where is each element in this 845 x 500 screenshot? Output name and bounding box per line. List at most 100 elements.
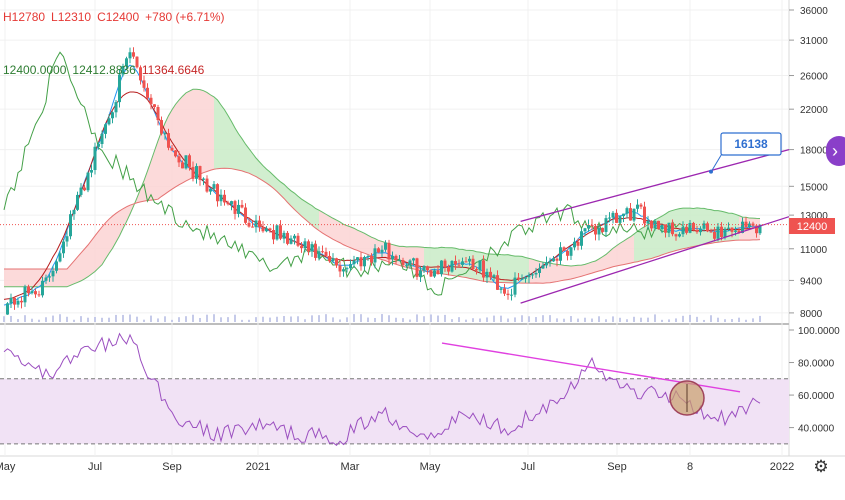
candle-body	[83, 187, 86, 191]
kumo-segment	[60, 268, 64, 287]
candle-body	[433, 270, 436, 277]
candle-body	[128, 52, 132, 59]
kumo-segment	[333, 218, 337, 242]
kumo-segment	[357, 230, 361, 252]
kumo-segment	[287, 187, 291, 207]
price-tick-label: 8000	[800, 309, 823, 320]
candle-body	[727, 227, 730, 229]
candle-body	[321, 251, 324, 253]
kumo-segment	[14, 268, 18, 287]
kumo-segment	[179, 96, 183, 185]
kumo-segment	[707, 209, 711, 244]
volume-bar	[290, 316, 292, 322]
candle-body	[454, 260, 457, 265]
volume-bar	[395, 317, 397, 322]
candle-body	[356, 257, 359, 261]
kumo-segment	[119, 208, 123, 236]
ichimoku-value-2: 12412.8836	[72, 63, 136, 77]
kumo-segment	[284, 184, 288, 203]
candle-body	[573, 241, 576, 248]
kumo-segment	[546, 262, 550, 283]
kumo-segment	[662, 213, 666, 255]
chevron-right-icon[interactable]: ›	[826, 136, 845, 166]
kumo-segment	[245, 144, 249, 174]
candle-body	[503, 288, 506, 294]
candle-body	[244, 207, 247, 223]
kumo-segment	[312, 205, 316, 229]
kumo-segment	[126, 205, 130, 222]
volume-bar	[661, 319, 663, 322]
candle-body	[510, 294, 513, 296]
gear-icon[interactable]: ⚙	[813, 457, 829, 476]
candle-body	[181, 162, 184, 169]
kumo-segment	[602, 254, 606, 271]
volume-bar	[360, 314, 362, 322]
kumo-segment	[732, 213, 736, 241]
ichimoku-value-3: 11364.6646	[141, 63, 205, 77]
time-tick-label: 8	[687, 461, 693, 473]
candle-body	[723, 228, 727, 238]
candle-body	[629, 208, 632, 221]
candle-body	[685, 226, 688, 233]
kumo-segment	[11, 268, 15, 287]
candle-body	[429, 270, 433, 277]
volume-bar	[619, 317, 621, 322]
target-callout[interactable]: 16138	[710, 132, 782, 173]
candle-body	[363, 256, 366, 267]
volume-bar	[479, 318, 481, 322]
volume-bar	[423, 316, 425, 322]
candle-body	[135, 56, 139, 68]
volume-bar	[122, 314, 124, 322]
candle-body	[489, 271, 492, 278]
candle-body	[587, 225, 590, 229]
candle-body	[293, 235, 296, 239]
volume-bar	[66, 316, 68, 322]
kumo-segment	[95, 231, 99, 272]
time-tick-label: Sep	[162, 461, 182, 473]
kumo-segment	[592, 260, 596, 274]
volume-bar	[563, 318, 565, 322]
candle-body	[97, 144, 100, 147]
kumo-segment	[25, 268, 29, 287]
kumo-segment	[420, 247, 424, 272]
rsi-tick-label: 40.0000	[798, 424, 835, 435]
kumo-segment	[364, 233, 368, 255]
candle-body	[202, 178, 205, 180]
volume-bar	[353, 314, 355, 322]
kijun-line	[3, 91, 761, 300]
candle-body	[422, 266, 426, 271]
candle-body	[688, 222, 692, 233]
kumo-segment	[112, 213, 116, 249]
candle-body	[531, 274, 534, 276]
time-tick-label: Sep	[607, 461, 627, 473]
candle-body	[643, 206, 646, 224]
volume-bar	[339, 319, 341, 322]
candle-body	[709, 231, 713, 233]
candle-body	[51, 270, 55, 277]
candle-body	[79, 187, 83, 195]
candle-body	[552, 258, 555, 262]
volume-bar	[73, 319, 75, 322]
kumo-segment	[168, 109, 172, 192]
kumo-segment	[522, 256, 526, 284]
candle-body	[758, 224, 762, 234]
candle-body	[555, 258, 559, 261]
kumo-segment	[193, 89, 197, 178]
price-tick-label: 9400	[800, 276, 823, 287]
candle-body	[741, 221, 744, 233]
volume-bar	[409, 319, 411, 322]
volume-bar	[283, 316, 285, 322]
kumo-segment	[182, 92, 186, 183]
candle-body	[226, 202, 230, 205]
volume-bar	[542, 315, 544, 322]
channel-lower	[520, 216, 790, 304]
candle-body	[478, 260, 482, 271]
volume-bar	[430, 314, 432, 322]
candle-body	[198, 166, 202, 180]
kumo-segment	[256, 158, 260, 179]
candle-body	[678, 234, 681, 237]
kumo-segment	[350, 226, 354, 250]
candle-body	[545, 262, 548, 266]
